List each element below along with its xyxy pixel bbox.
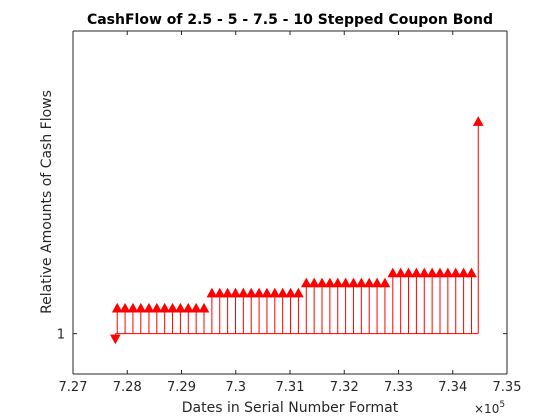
x-tick-label: 7.28	[113, 380, 142, 395]
stem-marker	[348, 277, 359, 288]
x-tick-label: 7.33	[384, 380, 413, 395]
data-marks	[109, 116, 484, 345]
x-tick-label: 7.35	[493, 380, 522, 395]
stem-marker	[167, 302, 178, 313]
stem-marker	[190, 302, 202, 313]
stem-marker	[363, 277, 375, 288]
stem-marker	[379, 277, 391, 288]
stem-marker	[159, 302, 171, 313]
stem-marker	[395, 267, 407, 278]
x-tick-label: 7.34	[438, 380, 467, 395]
stem-marker	[222, 287, 233, 298]
stem-marker	[293, 287, 304, 298]
stem-marker	[434, 267, 446, 278]
stem-marker	[230, 287, 241, 298]
stem-marker	[198, 302, 210, 313]
stem-marker	[237, 287, 249, 298]
stem-marker	[387, 267, 399, 278]
stem-marker	[316, 277, 328, 288]
stem-marker	[450, 267, 462, 278]
x-tick-label: 7.27	[59, 380, 88, 395]
stem-marker	[426, 267, 438, 278]
x-tick-label: 7.32	[330, 380, 359, 395]
stem-marker	[308, 277, 320, 288]
stem-marker	[324, 277, 336, 288]
x-tick-label: 7.29	[167, 380, 196, 395]
x-axis-exponent: ×105	[474, 400, 505, 416]
x-exponent-power: 5	[499, 400, 505, 410]
y-tick-label: 1	[57, 328, 65, 343]
stem-marker	[245, 287, 257, 298]
stem-marker	[111, 302, 123, 313]
stem-marker	[418, 267, 430, 278]
chart-title: CashFlow of 2.5 - 5 - 7.5 - 10 Stepped C…	[87, 12, 493, 28]
x-axis-label: Dates in Serial Number Format	[182, 400, 399, 416]
stem-marker	[458, 267, 469, 278]
stem-marker	[285, 287, 296, 298]
stem-marker	[300, 277, 312, 288]
x-tick-label: 7.3	[225, 380, 246, 395]
stem-marker	[143, 302, 155, 313]
stem-marker	[472, 116, 484, 126]
stem-marker	[214, 287, 226, 298]
stem-marker	[206, 287, 218, 298]
stem-marker	[182, 302, 194, 313]
stem-marker	[127, 302, 139, 313]
stem-marker	[340, 277, 351, 288]
stem-marker	[135, 302, 147, 313]
stem-marker	[277, 287, 289, 298]
stem-marker	[253, 287, 265, 298]
stem-marker	[261, 287, 273, 298]
stem-marker	[175, 302, 186, 313]
stem-marker	[332, 277, 344, 288]
stem-marker	[151, 302, 163, 313]
y-axis-label: Relative Amounts of Cash Flows	[39, 90, 55, 314]
stem-marker	[355, 277, 367, 288]
stem-marker	[411, 267, 422, 278]
plot-area	[73, 31, 507, 374]
stem-marker	[403, 267, 414, 278]
stem-marker	[269, 287, 281, 298]
x-ticks: 7.27 7.28 7.29 7.3 7.31 7.32 7.33 7.34 7.35	[59, 31, 522, 395]
x-tick-label: 7.31	[276, 380, 305, 395]
x-exponent-base: ×10	[474, 402, 499, 416]
stem-marker	[442, 267, 454, 278]
y-ticks: 1	[57, 328, 507, 343]
stem-marker	[466, 267, 477, 278]
stem-marker	[109, 334, 121, 345]
stem-marker	[119, 302, 131, 313]
stem-marker	[371, 277, 383, 288]
